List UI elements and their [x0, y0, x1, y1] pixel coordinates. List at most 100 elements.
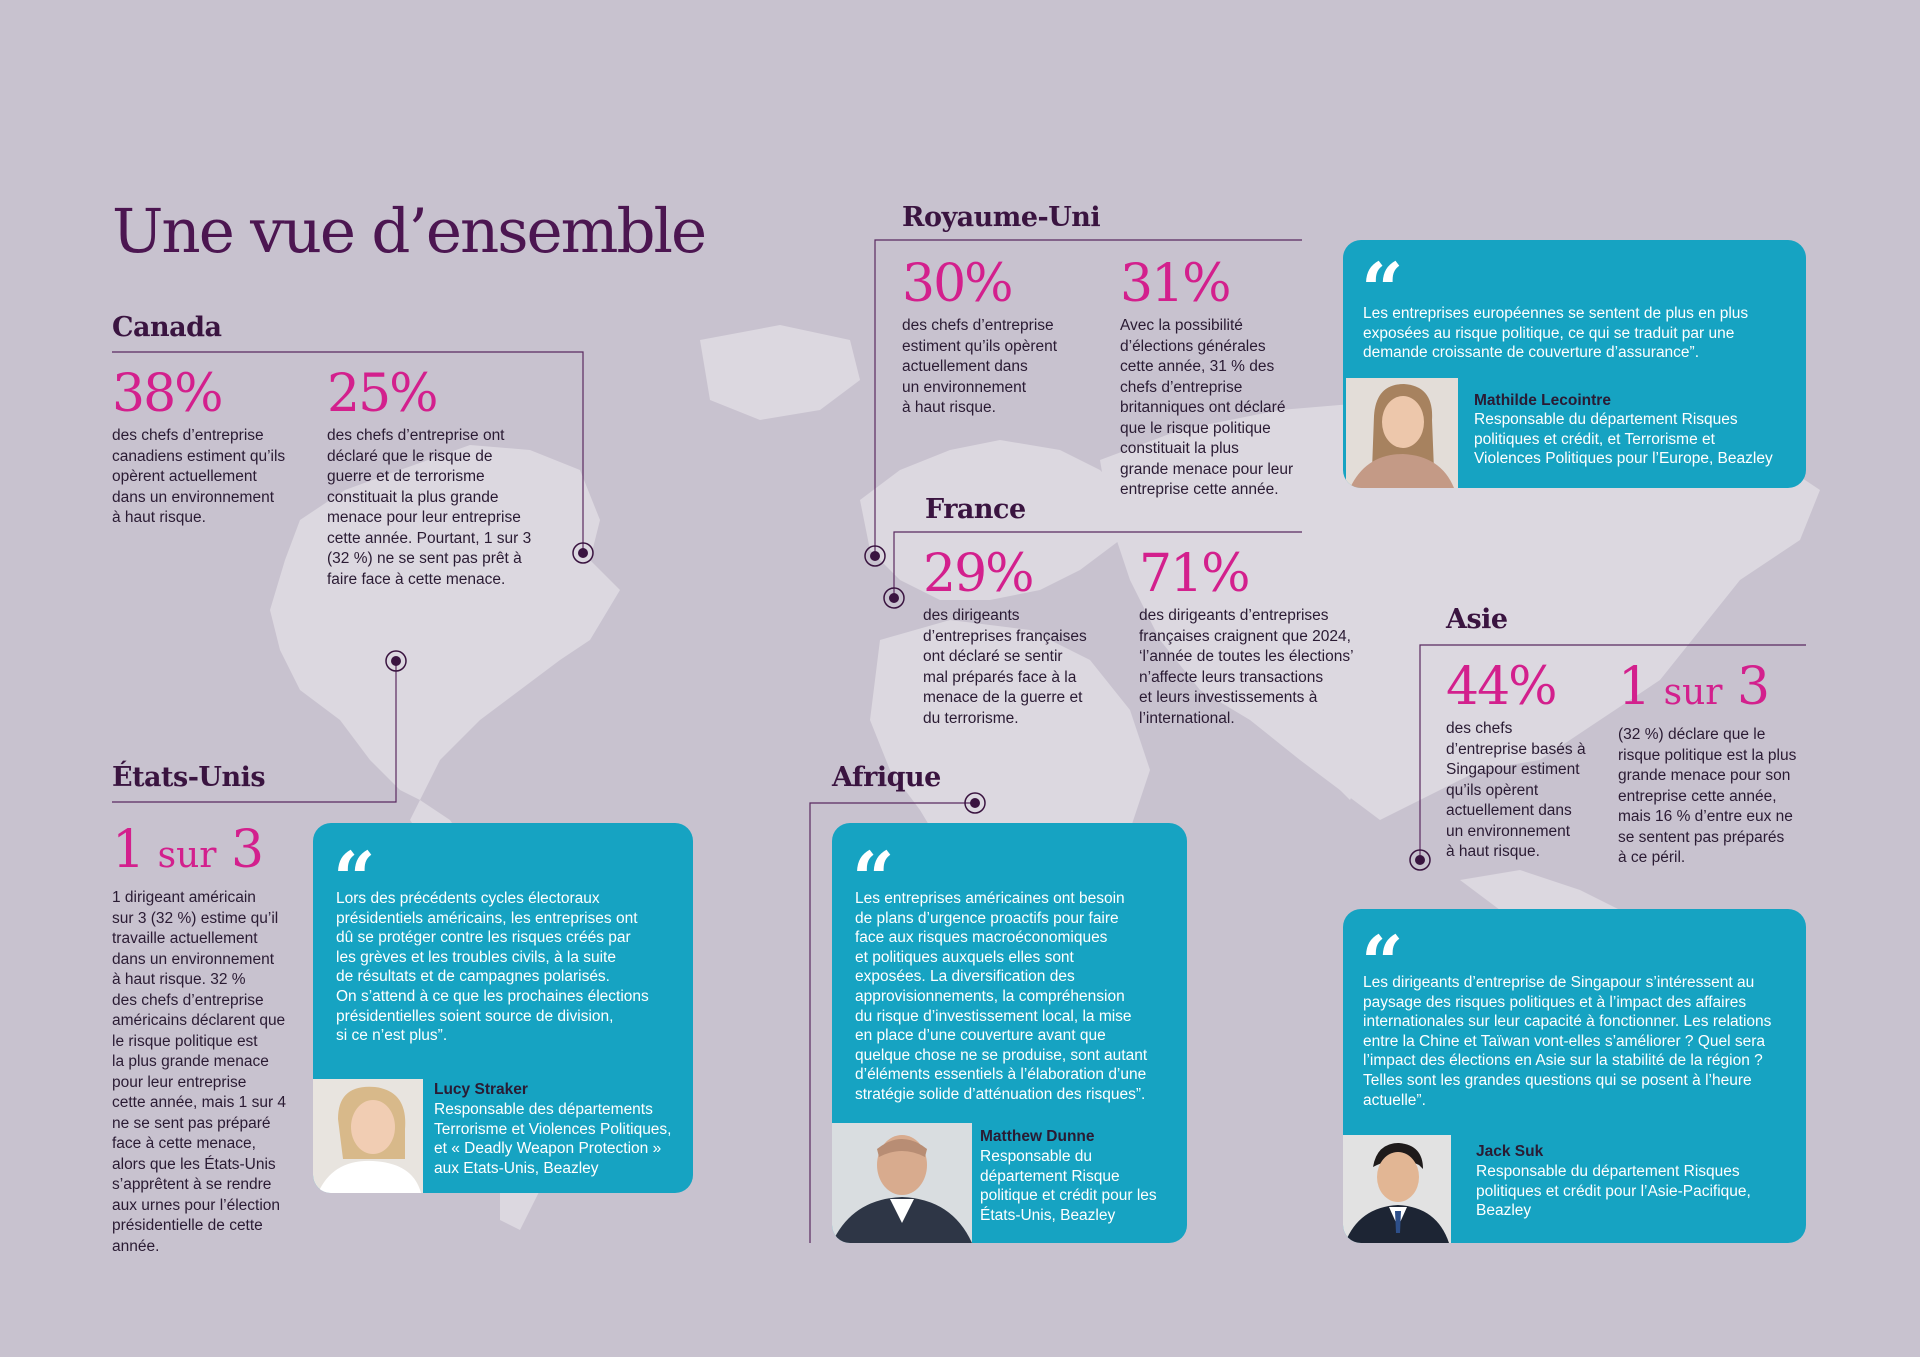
text-line: exposées. La diversification des [855, 968, 1075, 986]
text-line: canadiens estiment qu’ils [112, 447, 286, 465]
text-line: les grèves et les troubles civils, à la … [336, 948, 616, 966]
text-line: opèrent actuellement [112, 468, 257, 485]
region-title-asia: Asie [1446, 604, 1508, 635]
quote-card-europe: “ Les entreprises européennes se sentent… [1343, 240, 1806, 488]
uk-connector [874, 239, 1302, 555]
text-line: cette année, mais 1 sur 4 [112, 1094, 287, 1111]
stat-france-1: 29% des dirigeants d’entreprises français… [923, 544, 1118, 729]
marker-asia [1409, 849, 1431, 871]
text-line: à haut risque. [902, 399, 996, 416]
marker-canada [572, 542, 594, 564]
text-line: constituait la plus grande [327, 488, 499, 506]
text-line: l’impact des élections en Asie sur la st… [1363, 1052, 1763, 1070]
stat-text: des chefs d’entreprise estiment qu’ils op… [902, 316, 1102, 419]
text-line: Les dirigeants d’entreprise de Singapour… [1363, 974, 1755, 991]
text-line: département Risque [980, 1167, 1120, 1185]
map-indonesia [1460, 870, 1620, 920]
text-line: face aux risques macroéconomiques [855, 929, 1108, 947]
text-line: américains déclarent que [112, 1012, 286, 1029]
text-line: Les entreprises européennes se sentent d… [1363, 305, 1749, 322]
stat-canada-2: 25% des chefs d’entreprise ont déclaré qu… [327, 364, 567, 590]
text-line: d’éléments essentiels à l’élaboration d’… [855, 1066, 1147, 1084]
map-asia [1100, 400, 1820, 820]
location-markers [385, 542, 1431, 871]
text-line: d’entreprises françaises [923, 627, 1087, 645]
text-line: Responsable du département Risques [1474, 411, 1738, 428]
text-line: grande menace pour leur [1120, 460, 1294, 478]
person-name: Jack Suk [1476, 1143, 1544, 1160]
text-line: Avec la possibilité [1120, 317, 1243, 334]
quote-card-africa: “ Les entreprises américaines ont besoin… [832, 823, 1187, 1243]
text-line: Telles sont les grandes questions qui se… [1363, 1071, 1752, 1089]
person-role: Responsable du département Risque politiqu… [980, 1147, 1180, 1225]
text-line: françaises craignent que 2024, [1139, 627, 1351, 645]
text-line: mal préparés face à la [923, 668, 1077, 686]
text-line: Responsable des départements [434, 1101, 653, 1118]
stat-asia-1: 44% des chefs d’entreprise basés à Singapo… [1446, 657, 1606, 863]
region-title-usa: États-Unis [112, 762, 266, 793]
stat-text: (32 %) déclare que le risque politique es… [1618, 725, 1813, 869]
text-line: dans un environnement [112, 488, 275, 506]
text-line: menace pour leur entreprise [327, 509, 521, 526]
text-line: mais 16 % d’entre eux ne [1618, 808, 1793, 825]
text-line: des dirigeants d’entreprises [1139, 607, 1329, 624]
text-line: travaille actuellement [112, 930, 258, 947]
text-line: si ce n’est plus”. [336, 1027, 448, 1045]
text-line: actuelle”. [1363, 1091, 1426, 1109]
text-line: alors que les États-Unis [112, 1155, 276, 1173]
text-line: se sentent pas préparés [1618, 828, 1785, 846]
stat-text: des dirigeants d’entreprises françaises on… [923, 606, 1118, 729]
text-line: paysage des risques politiques et à l’im… [1363, 993, 1747, 1011]
text-line: Singapour estiment [1446, 761, 1580, 778]
text-line: des chefs d’entreprise [112, 427, 264, 444]
text-line: Responsable du [980, 1148, 1093, 1165]
text-line: ne se sent pas préparé [112, 1114, 271, 1132]
text-line: risque politique est la plus [1618, 746, 1797, 764]
quote-mark-icon: “ [852, 837, 895, 923]
map-india [1300, 690, 1380, 800]
text-line: demande croissante de couverture d’assur… [1363, 344, 1700, 362]
stat-uk-2: 31% Avec la possibilité d’élections génér… [1120, 254, 1320, 501]
france-connector [893, 531, 1302, 598]
text-line: de résultats et de campagnes polarisés. [336, 968, 610, 986]
text-line: des chefs d’entreprise [112, 991, 264, 1009]
stat-canada-1: 38% des chefs d’entreprise canadiens esti… [112, 364, 312, 529]
text-line: (32 %) déclare que le [1618, 726, 1766, 743]
text-line: à haut risque. [1446, 843, 1540, 860]
text-line: exposées au risque politique, ce qui se … [1363, 324, 1735, 342]
text-line: On s’attend à ce que les prochaines élec… [336, 987, 649, 1005]
avatar-jack-suk [1343, 1135, 1451, 1243]
text-line: États-Unis, Beazley [980, 1206, 1116, 1224]
stat-text: des chefs d’entreprise canadiens estiment… [112, 426, 312, 529]
marker-africa [964, 792, 986, 814]
text-line: internationales sur leur capacité à fonc… [1363, 1013, 1772, 1031]
quote-mark-icon: “ [333, 837, 376, 923]
quote-text: Les entreprises américaines ont besoin de… [855, 889, 1180, 1105]
text-line: entreprise cette année. [1120, 481, 1279, 498]
text-line: et politiques auxquels elles sont [855, 948, 1074, 966]
stat-asia-2: 1 sur 3 (32 %) déclare que le risque poli… [1618, 657, 1813, 869]
marker-uk [864, 545, 886, 567]
text-line: en place d’une couverture avant que [855, 1027, 1106, 1045]
marker-usa [385, 650, 407, 672]
text-line: n’affecte leurs transactions [1139, 668, 1324, 686]
text-line: Violences Politiques pour l’Europe, Beaz… [1474, 450, 1773, 468]
stat-value: 29% [923, 544, 1035, 604]
text-line: sur 3 (32 %) estime qu’il [112, 909, 279, 927]
text-line: face à cette menace, [112, 1135, 256, 1152]
marker-france [883, 587, 905, 609]
region-title-france: France [925, 494, 1026, 525]
stat-value: 1 sur 3 [112, 820, 264, 880]
text-line: cette année, 31 % des [1120, 358, 1275, 375]
stat-text: des chefs d’entreprise ont déclaré que le… [327, 426, 567, 590]
usa-connector [112, 662, 397, 803]
stat-value: 44% [1446, 657, 1558, 717]
text-line: de plans d’urgence proactifs pour faire [855, 909, 1119, 927]
text-line: actuellement dans [1446, 802, 1572, 819]
text-line: du risque d’investissement local, la mis… [855, 1007, 1132, 1025]
map-greenland [700, 325, 860, 420]
person-role: Responsable des départements Terrorisme e… [434, 1100, 689, 1178]
quote-card-usa: “ Lors des précédents cycles électoraux p… [313, 823, 693, 1193]
text-line: qu’ils opèrent [1446, 781, 1539, 799]
